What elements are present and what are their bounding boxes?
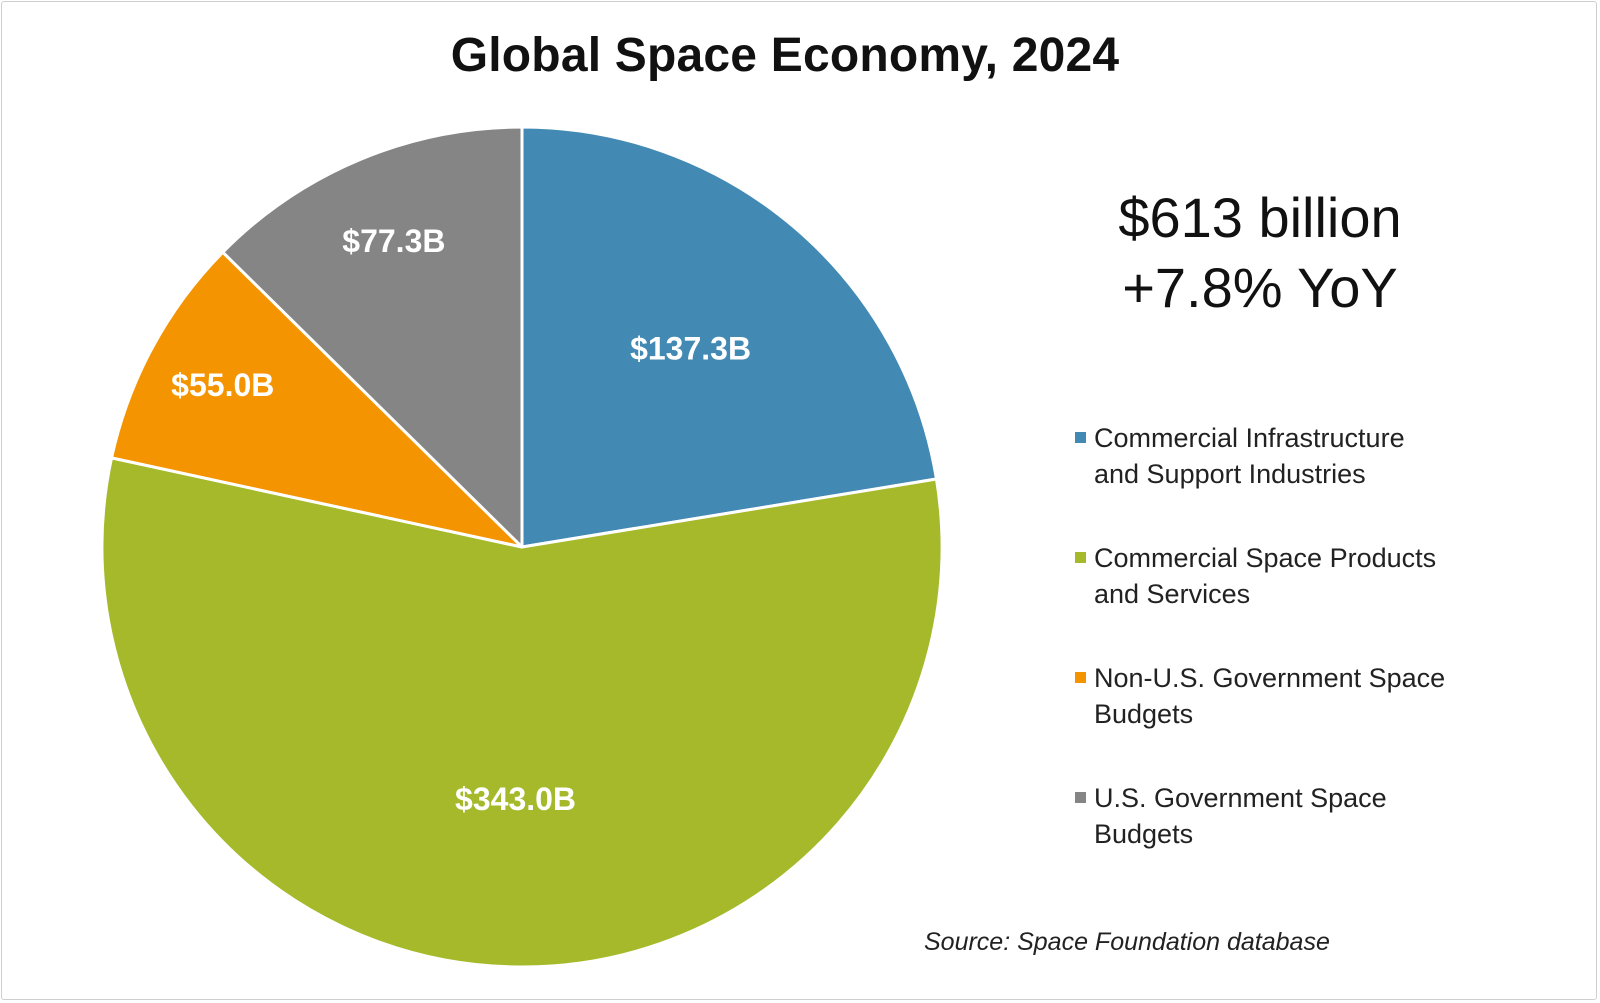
pie-value-labels: $137.3B $343.0B $55.0B $77.3B bbox=[171, 223, 751, 817]
slice-value-label: $343.0B bbox=[455, 781, 576, 817]
legend-label: Commercial Infrastructure and Support Ind… bbox=[1094, 423, 1405, 489]
legend-swatch bbox=[1075, 672, 1086, 683]
chart-title: Global Space Economy, 2024 bbox=[450, 29, 1120, 82]
pie-slice bbox=[520, 125, 938, 549]
legend-item: U.S. Government Space Budgets bbox=[1058, 780, 1498, 900]
pie-slices bbox=[100, 125, 944, 969]
legend-item: Commercial Infrastructure and Support Ind… bbox=[1058, 420, 1498, 540]
growth-value: +7.8% YoY bbox=[1122, 256, 1398, 319]
pie-slice bbox=[110, 250, 524, 549]
source-note: Source: Space Foundation database bbox=[924, 928, 1330, 956]
slice-value-label: $137.3B bbox=[630, 331, 751, 367]
pie-slice bbox=[100, 456, 944, 969]
legend: Commercial Infrastructure and Support Ind… bbox=[1058, 420, 1498, 900]
legend-swatch bbox=[1075, 792, 1086, 803]
legend-swatch bbox=[1075, 552, 1086, 563]
legend-label: U.S. Government Space Budgets bbox=[1094, 783, 1387, 849]
legend-item: Commercial Space Products and Services bbox=[1058, 540, 1498, 660]
slice-value-label: $55.0B bbox=[171, 367, 274, 403]
legend-item: Non-U.S. Government Space Budgets bbox=[1058, 660, 1498, 780]
pie-slice bbox=[221, 125, 524, 549]
legend-label: Commercial Space Products and Services bbox=[1094, 543, 1437, 609]
legend-label: Non-U.S. Government Space Budgets bbox=[1094, 663, 1446, 729]
total-value: $613 billion bbox=[1118, 186, 1402, 249]
legend-swatch bbox=[1075, 432, 1086, 443]
slice-value-label: $77.3B bbox=[342, 223, 445, 259]
